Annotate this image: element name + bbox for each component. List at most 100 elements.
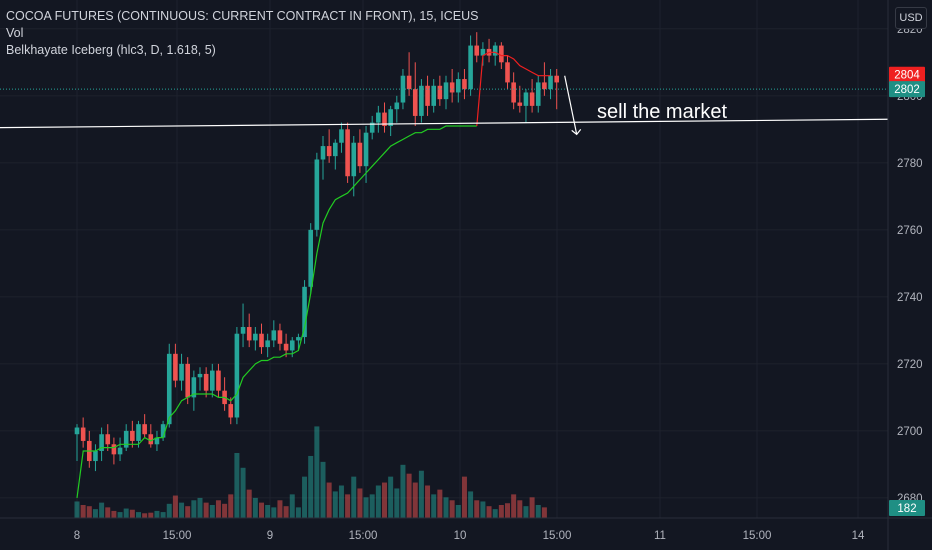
volume-badge-bg — [889, 500, 925, 516]
drawings[interactable] — [0, 75, 889, 136]
price-tick-label: 2780 — [897, 158, 923, 170]
volume-bar — [369, 494, 375, 518]
sell-arrow — [564, 75, 578, 135]
volume-bar — [185, 506, 191, 518]
volume-bar — [246, 489, 252, 518]
volume-bar — [197, 497, 203, 518]
volume-bar — [302, 476, 308, 518]
time-tick-label: 15:00 — [349, 530, 378, 542]
candle-body — [216, 370, 221, 391]
volume-bar — [320, 461, 326, 518]
candle-body — [105, 434, 111, 445]
candle-body — [388, 109, 393, 126]
currency-button[interactable]: USD — [895, 7, 927, 29]
volume-bar — [215, 500, 221, 518]
volume-bar — [289, 494, 295, 518]
time-tick-label: 11 — [654, 530, 666, 542]
sell-annotation[interactable]: sell the market — [597, 101, 728, 123]
candle-body — [529, 92, 535, 106]
volume-bar — [160, 512, 166, 518]
candle-body — [117, 447, 123, 455]
volume-bar — [523, 506, 529, 518]
price-tick-label: 2760 — [897, 225, 923, 237]
volume-bar — [259, 502, 264, 518]
candle-body — [437, 85, 443, 100]
trend-line[interactable] — [0, 118, 889, 129]
volume-bar — [455, 505, 461, 518]
candle-body — [296, 337, 301, 341]
volume-bar — [400, 464, 406, 518]
candle-body — [542, 82, 547, 90]
volume-bar — [332, 491, 338, 518]
volume-bar — [449, 500, 455, 518]
volume-bar — [154, 510, 160, 518]
volume-bar — [86, 506, 92, 518]
volume-bar — [498, 505, 504, 518]
candle-body — [74, 427, 80, 435]
candle-body — [246, 327, 252, 341]
volume-bar — [240, 467, 246, 518]
volume-bar — [363, 497, 369, 518]
volume-bar — [105, 507, 111, 518]
candle-body — [333, 142, 338, 157]
volume-bar — [443, 497, 449, 518]
volume-bar — [271, 507, 277, 518]
volume-bar — [431, 494, 437, 518]
volume-bar — [412, 482, 418, 518]
candle-body — [111, 444, 117, 455]
price-badge-red: 2804 — [894, 70, 920, 82]
volume-bar — [80, 505, 86, 518]
volume-bar — [541, 507, 547, 518]
volume-bar — [265, 505, 271, 518]
candle-body — [351, 142, 357, 177]
candle-body — [523, 92, 529, 106]
candle-body — [326, 146, 332, 157]
volume-bar — [406, 473, 412, 518]
iceberg-indicator — [76, 51, 551, 498]
volume-bar — [492, 509, 498, 518]
volume-bar — [529, 497, 535, 518]
indicator-label[interactable]: Belkhayate Iceberg (hlc3, D, 1.618, 5) — [6, 43, 216, 57]
volume-bar — [437, 489, 443, 518]
volume-bar — [382, 482, 387, 518]
candle-body — [357, 142, 363, 167]
candles — [74, 32, 559, 472]
volume-bar — [425, 485, 431, 518]
candle-body — [308, 229, 313, 287]
indicator-line-recent — [476, 51, 551, 127]
candle-body — [505, 62, 510, 83]
candle-body — [425, 85, 430, 106]
time-tick-label: 15:00 — [163, 530, 192, 542]
candle-body — [228, 404, 234, 418]
volume-bar — [314, 426, 320, 518]
candle-body — [511, 82, 516, 103]
candle-body — [517, 102, 523, 106]
candle-body — [363, 132, 369, 167]
volume-bars — [74, 426, 547, 518]
candle-body — [499, 45, 504, 63]
volume-bar — [474, 500, 480, 518]
volume-bar — [517, 500, 523, 518]
volume-bar — [148, 512, 154, 518]
candle-body — [283, 343, 289, 351]
candle-body — [271, 330, 277, 341]
price-tick-label: 2720 — [897, 359, 923, 371]
volume-bar — [308, 455, 314, 518]
grid — [0, 0, 888, 518]
volume-bar — [375, 485, 381, 518]
volume-bar — [295, 507, 301, 518]
candle-body — [554, 75, 559, 83]
candle-body — [203, 373, 209, 391]
volume-bar — [338, 485, 344, 518]
volume-bar — [252, 497, 258, 518]
candle-body — [474, 45, 480, 56]
volume-label[interactable]: Vol — [6, 26, 24, 40]
candle-body — [314, 159, 320, 230]
volume-bar — [117, 512, 123, 518]
volume-bar — [394, 488, 400, 518]
price-badge-red-bg — [889, 66, 925, 83]
symbol-title[interactable]: COCOA FUTURES (CONTINUOUS: CURRENT CONTR… — [6, 9, 479, 23]
candle-body — [93, 450, 98, 462]
